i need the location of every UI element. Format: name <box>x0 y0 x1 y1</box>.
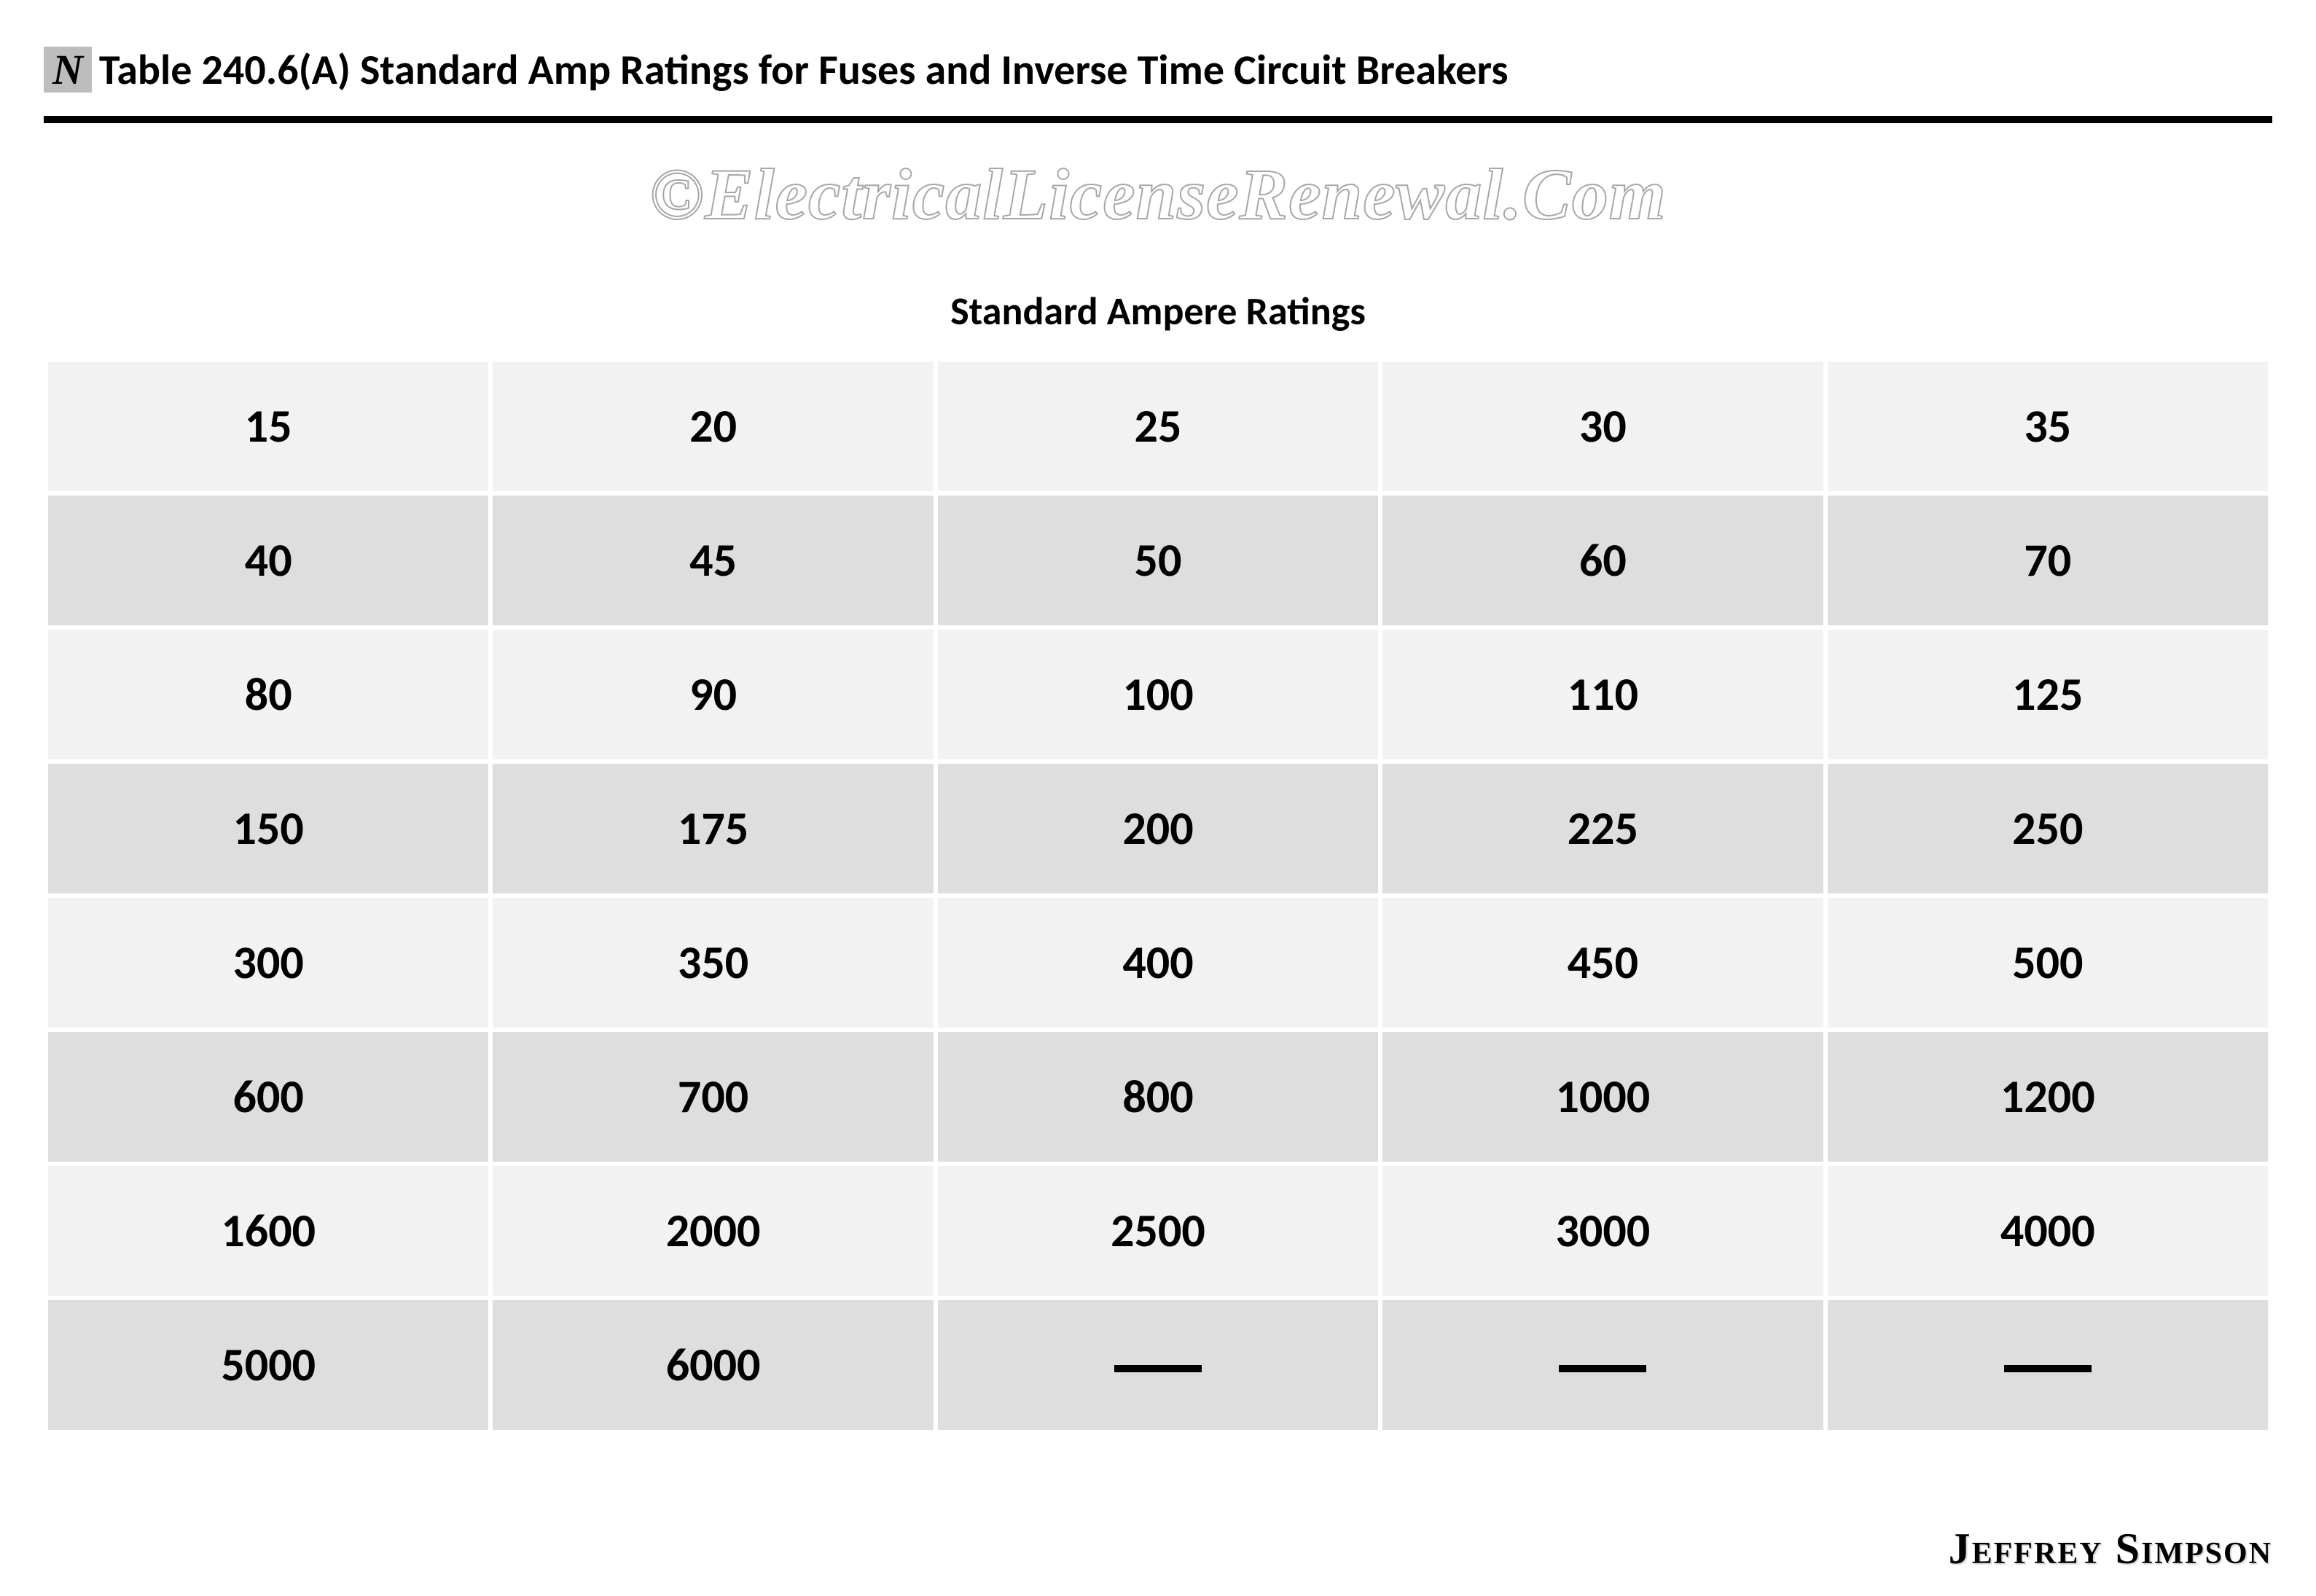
rating-cell: 40 <box>46 493 490 627</box>
rating-cell: 400 <box>936 896 1380 1030</box>
rating-cell: 200 <box>936 762 1380 896</box>
rating-cell: 125 <box>1826 627 2270 762</box>
rating-cell: 250 <box>1826 762 2270 896</box>
dash-icon <box>2004 1365 2092 1372</box>
table-row: 60070080010001200 <box>46 1030 2270 1164</box>
rating-cell: 80 <box>46 627 490 762</box>
page: N Table 240.6(A) Standard Amp Ratings fo… <box>0 0 2316 1463</box>
table-caption: Standard Ampere Ratings <box>44 287 2272 335</box>
table-row: 4045506070 <box>46 493 2270 627</box>
rating-cell: 60 <box>1380 493 1825 627</box>
rating-cell: 45 <box>490 493 935 627</box>
table-row: 50006000 <box>46 1298 2270 1432</box>
table-row: 16002000250030004000 <box>46 1164 2270 1298</box>
table-row: 300350400450500 <box>46 896 2270 1030</box>
rating-cell: 90 <box>490 627 935 762</box>
rating-cell: 300 <box>46 896 490 1030</box>
rating-cell: 700 <box>490 1030 935 1164</box>
title-row: N Table 240.6(A) Standard Amp Ratings fo… <box>44 44 2272 95</box>
table-row: 150175200225250 <box>46 762 2270 896</box>
rating-cell: 5000 <box>46 1298 490 1432</box>
rating-cell: 1000 <box>1380 1030 1825 1164</box>
rating-cell: 4000 <box>1826 1164 2270 1298</box>
rating-cell: 350 <box>490 896 935 1030</box>
rating-cell: 3000 <box>1380 1164 1825 1298</box>
author-signature: Jeffrey Simpson <box>1949 1524 2272 1574</box>
rating-cell: 25 <box>936 359 1380 493</box>
rating-cell: 70 <box>1826 493 2270 627</box>
rating-cell: 800 <box>936 1030 1380 1164</box>
rating-cell: 2500 <box>936 1164 1380 1298</box>
rating-cell: 600 <box>46 1030 490 1164</box>
title-text: Table 240.6(A) Standard Amp Ratings for … <box>99 44 1509 95</box>
rating-cell: 50 <box>936 493 1380 627</box>
rating-cell: 1200 <box>1826 1030 2270 1164</box>
rating-cell: 110 <box>1380 627 1825 762</box>
ratings-table: 1520253035404550607080901001101251501752… <box>44 357 2272 1434</box>
rating-cell: 225 <box>1380 762 1825 896</box>
rating-cell <box>936 1298 1380 1432</box>
rating-cell: 35 <box>1826 359 2270 493</box>
dash-icon <box>1559 1365 1646 1372</box>
rating-cell: 30 <box>1380 359 1825 493</box>
rating-cell: 6000 <box>490 1298 935 1432</box>
rating-cell: 450 <box>1380 896 1825 1030</box>
rating-cell: 20 <box>490 359 935 493</box>
table-row: 8090100110125 <box>46 627 2270 762</box>
title-badge: N <box>44 47 92 93</box>
table-row: 1520253035 <box>46 359 2270 493</box>
rating-cell <box>1826 1298 2270 1432</box>
rating-cell: 150 <box>46 762 490 896</box>
watermark-text: ©ElectricalLicenseRenewal.Com <box>44 152 2272 236</box>
rating-cell: 500 <box>1826 896 2270 1030</box>
rating-cell: 1600 <box>46 1164 490 1298</box>
rating-cell: 100 <box>936 627 1380 762</box>
rating-cell: 15 <box>46 359 490 493</box>
title-rule <box>44 116 2272 123</box>
rating-cell <box>1380 1298 1825 1432</box>
dash-icon <box>1114 1365 1202 1372</box>
rating-cell: 2000 <box>490 1164 935 1298</box>
rating-cell: 175 <box>490 762 935 896</box>
